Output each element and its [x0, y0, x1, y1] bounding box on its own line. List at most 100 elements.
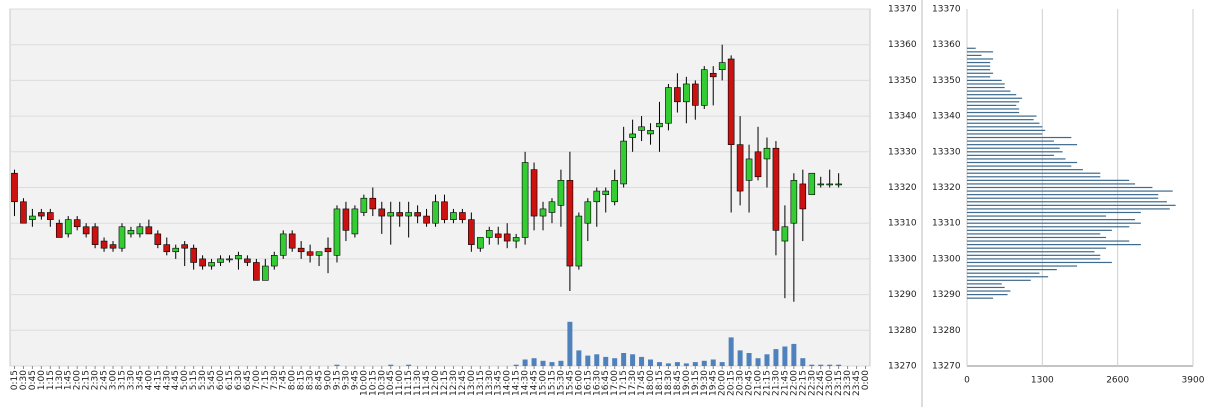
candle-body [459, 212, 466, 220]
candle-body [593, 190, 601, 203]
x-tick-label: 17:15 [619, 370, 629, 396]
profile-bar [967, 169, 1083, 171]
profile-bar [967, 229, 1112, 231]
profile-bar [967, 111, 1020, 114]
x-tick-label: 18:15 [655, 370, 665, 396]
candle-body [55, 222, 63, 238]
volume-bar [334, 364, 340, 366]
x-tick-label: 15:00 [539, 370, 549, 396]
profile-bar [967, 194, 1159, 196]
candle-body [790, 180, 798, 224]
x-tick-label: 7:00 [252, 370, 262, 390]
y-tick-label: 13310 [888, 219, 917, 229]
candle-body [700, 69, 708, 106]
y-tick-label: 13350 [932, 76, 961, 86]
x-tick-label: 21:00 [754, 370, 764, 396]
candle-body [118, 226, 126, 249]
x-tick-label: 3:30 [126, 370, 136, 390]
x-tick-label: 19:30 [700, 370, 710, 396]
candle-body [38, 212, 45, 217]
x-tick-label: 14:15 [512, 370, 522, 396]
x-tick-label: 15:15 [547, 370, 557, 396]
volume-bar [719, 362, 725, 366]
x-tick-label: 21:30 [771, 370, 781, 396]
profile-bar [967, 251, 1095, 253]
x-tick-label: 4:45 [171, 370, 181, 390]
candle-body [315, 251, 323, 256]
x-tick-label: 11:00 [395, 370, 405, 396]
candle-body [503, 233, 511, 242]
x-tick-label: 21:15 [762, 370, 772, 396]
x-tick-label: 10:15 [368, 370, 378, 396]
x-tick-label: 22:45 [816, 370, 826, 396]
y-tick-label: 13340 [888, 112, 917, 122]
x-tick-label: 9:15 [332, 370, 342, 390]
profile-bar [967, 183, 1136, 185]
volume-bar [648, 359, 654, 366]
candle-body [709, 72, 717, 78]
candle-body [647, 130, 654, 135]
profile-bar [967, 294, 1008, 296]
x-tick-label: 1:30 [55, 370, 65, 390]
volume-bar [585, 355, 591, 366]
profile-bar [967, 151, 1063, 153]
profile-bar [967, 129, 1046, 131]
y-tick-label: 13320 [932, 183, 961, 193]
candle-body [826, 183, 833, 186]
candle-body [100, 240, 108, 249]
x-tick-label: 15:45 [565, 370, 575, 396]
x-tick-label: 17:00 [610, 370, 620, 396]
x-tick-label: 1:00 [37, 370, 47, 390]
profile-bar [967, 211, 1141, 214]
profile-bar [967, 265, 1078, 267]
profile-bar [967, 108, 1020, 110]
volume-bar [755, 358, 761, 366]
x-tick-label: 12:00 [431, 370, 441, 396]
x-tick-label: 13:15 [476, 370, 486, 396]
profile-bar [967, 58, 994, 60]
x-tick-label: 16:00 [574, 370, 584, 396]
y-tick-label: 13310 [932, 219, 961, 229]
profile-bar [967, 272, 1040, 274]
volume-bar [764, 354, 770, 366]
profile-bar [967, 233, 1101, 235]
y-tick-label: 13300 [932, 254, 961, 264]
x-tick-label: 13:45 [494, 370, 504, 396]
candle-body [611, 180, 618, 203]
x-tick-label: 23:00 [825, 370, 835, 396]
candle-body [82, 226, 90, 235]
candle-body [29, 215, 36, 220]
candle-body [199, 258, 206, 267]
profile-bar [967, 219, 1136, 221]
profile-bar [967, 240, 1130, 242]
candle-body [333, 208, 341, 256]
y-tick-label: 13280 [888, 326, 917, 336]
volume-bar [773, 349, 779, 366]
candle-body [351, 208, 359, 235]
x-tick-label: 13:30 [485, 370, 495, 396]
candle-body [557, 180, 565, 206]
profile-bar [967, 101, 1020, 103]
x-tick-label: 23:30 [843, 370, 853, 396]
profile-bar [967, 297, 994, 299]
x-tick-label: 13:00 [467, 370, 477, 396]
x-tick-label: 14:00 [503, 370, 513, 396]
profile-bar [967, 172, 1101, 174]
x-tick-label: 3:15 [117, 370, 127, 390]
x-tick-label: 17:30 [628, 370, 638, 396]
candle-body [521, 162, 529, 238]
volume-bar [549, 362, 555, 366]
volume-bar [701, 360, 707, 366]
x-tick-label: 14:45 [530, 370, 540, 396]
volume-bar [710, 359, 716, 366]
candle-body [154, 233, 162, 245]
candle-body [306, 251, 314, 256]
x-tick-label: 2:00 [73, 370, 83, 390]
x-tick-label: 19:15 [691, 370, 701, 396]
x-tick-label: 18:45 [673, 370, 683, 396]
x-tick-label: 6:45 [243, 370, 253, 390]
candle-body [145, 226, 153, 235]
y-tick-label: 13340 [932, 112, 961, 122]
candle-body [530, 169, 538, 217]
candle-body [485, 230, 493, 238]
